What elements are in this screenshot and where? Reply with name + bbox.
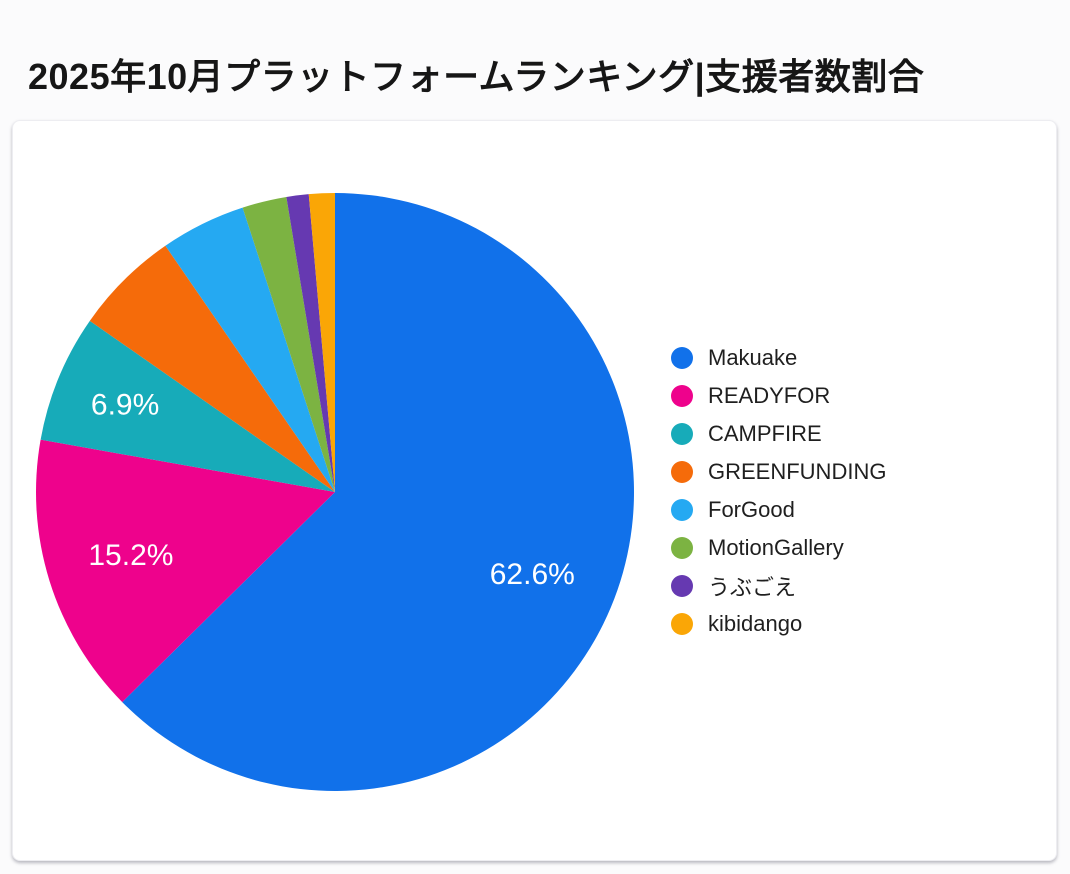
legend-swatch-icon [671,423,693,445]
page-title: 2025年10月プラットフォームランキング|支援者数割合 [28,56,925,97]
pie-slice-CAMPFIRE[interactable] [40,320,336,492]
pie-chart: 62.6% 15.2% 6.9% [36,193,635,791]
legend-item-CAMPFIRE[interactable]: CAMPFIRE [671,415,886,453]
pie-slice-うぶごえ[interactable] [286,194,335,492]
legend-item-Makuake[interactable]: Makuake [671,339,886,377]
legend-swatch-icon [671,461,693,483]
legend-label: ForGood [708,497,795,522]
legend-label: うぶごえ [708,575,797,600]
chart-legend: Makuake READYFOR CAMPFIRE GREENFUNDING ForGo… [671,339,886,643]
legend-item-kibidango[interactable]: kibidango [671,605,886,643]
pie-slice-label-CAMPFIRE: 6.9% [91,389,159,422]
legend-swatch-icon [671,537,693,559]
legend-item-GREENFUNDING[interactable]: GREENFUNDING [671,453,886,491]
pie-slice-kibidango[interactable] [308,193,335,492]
legend-label: MotionGallery [708,535,844,560]
legend-swatch-icon [671,613,693,635]
legend-label: Makuake [708,345,798,370]
pie-slice-ForGood[interactable] [165,207,335,492]
legend-label: GREENFUNDING [708,459,887,484]
pie-slice-label-READYFOR: 15.2% [88,539,173,572]
legend-label: CAMPFIRE [708,421,822,446]
pie-slice-label-Makuake: 62.6% [490,558,575,591]
legend-item-うぶごえ[interactable]: うぶごえ [671,567,886,605]
pie-slice-MotionGallery[interactable] [242,196,335,492]
legend-swatch-icon [671,385,693,407]
pie-slice-Makuake[interactable] [122,193,635,791]
chart-card: 62.6% 15.2% 6.9% Makuake READYFOR CAMPFIRE GR… [12,120,1057,861]
legend-swatch-icon [671,347,693,369]
legend-swatch-icon [671,499,693,521]
pie-slice-READYFOR[interactable] [36,439,335,703]
legend-item-READYFOR[interactable]: READYFOR [671,377,886,415]
pie-slice-GREENFUNDING[interactable] [89,245,335,492]
legend-item-MotionGallery[interactable]: MotionGallery [671,529,886,567]
legend-item-ForGood[interactable]: ForGood [671,491,886,529]
legend-swatch-icon [671,575,693,597]
legend-label: kibidango [708,611,803,636]
legend-label: READYFOR [708,383,831,408]
